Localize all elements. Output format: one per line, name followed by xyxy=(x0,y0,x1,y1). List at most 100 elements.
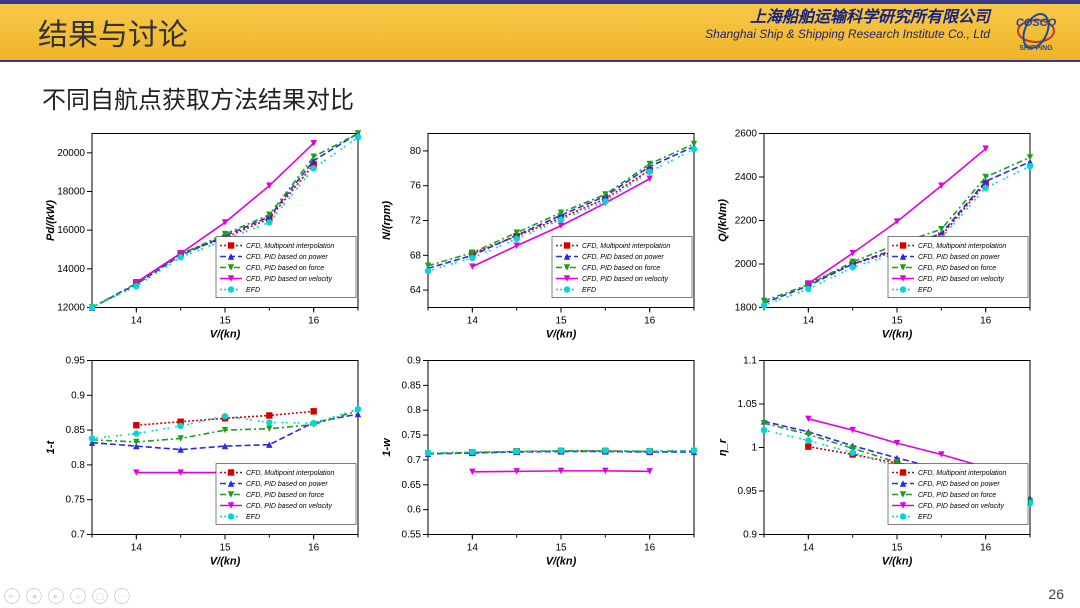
chart-pd: 1415161200014000160001800020000V/(kn)Pd/… xyxy=(40,121,368,344)
chart-etar: 1415160.90.9511.051.1V/(kn)η_rCFD, Multi… xyxy=(712,348,1040,571)
svg-text:0.95: 0.95 xyxy=(738,486,758,497)
nav-zoom-icon[interactable]: ⌕ xyxy=(70,588,86,604)
cosco-logo: COSCO SHIPPING xyxy=(1000,10,1072,52)
svg-text:14: 14 xyxy=(803,316,815,327)
nav-play-icon[interactable]: ▸ xyxy=(48,588,64,604)
svg-text:EFD: EFD xyxy=(582,287,596,294)
svg-text:EFD: EFD xyxy=(918,287,932,294)
section-subtitle: 不同自航点获取方法结果对比 xyxy=(42,80,1080,115)
chart-grid: 1415161200014000160001800020000V/(kn)Pd/… xyxy=(40,121,1040,571)
org-name-en: Shanghai Ship & Shipping Research Instit… xyxy=(705,27,990,41)
svg-text:CFD, Multipoint interpolation: CFD, Multipoint interpolation xyxy=(918,470,1006,477)
svg-text:SHIPPING: SHIPPING xyxy=(1019,45,1053,52)
svg-text:72: 72 xyxy=(410,216,422,227)
chart-1t: 14 15 16 0.7 0.75 0.8 0.85 0.9 0.95 V/(kn) 1-t CFD,… xyxy=(40,348,368,571)
svg-text:14: 14 xyxy=(803,543,815,554)
svg-text:0.8: 0.8 xyxy=(407,405,421,416)
svg-text:20000: 20000 xyxy=(57,148,85,159)
svg-text:CFD, PID based on power: CFD, PID based on power xyxy=(918,481,1000,488)
svg-text:1.05: 1.05 xyxy=(738,399,758,410)
chart-n: 1415166468727680V/(kn)N/(rpm)CFD, Multip… xyxy=(376,121,704,344)
svg-text:0.9: 0.9 xyxy=(407,356,421,367)
svg-text:16: 16 xyxy=(980,316,992,327)
page-number: 26 xyxy=(1048,586,1064,602)
svg-text:0.65: 0.65 xyxy=(402,480,422,491)
svg-text:1.1: 1.1 xyxy=(743,356,757,367)
svg-text:EFD: EFD xyxy=(246,287,260,294)
svg-text:CFD, PID based on velocity: CFD, PID based on velocity xyxy=(582,276,668,283)
nav-prev-icon[interactable]: ◂ xyxy=(26,588,42,604)
svg-text:16: 16 xyxy=(644,543,656,554)
svg-text:CFD, PID based on force: CFD, PID based on force xyxy=(918,492,996,499)
svg-text:2400: 2400 xyxy=(735,172,758,183)
svg-text:14: 14 xyxy=(467,316,479,327)
chart-q: 14151618002000220024002600V/(kn)Q/(kNm)C… xyxy=(712,121,1040,344)
svg-text:16: 16 xyxy=(308,543,320,554)
svg-text:14: 14 xyxy=(131,543,143,554)
svg-text:CFD, PID based on power: CFD, PID based on power xyxy=(582,254,664,261)
svg-text:15: 15 xyxy=(219,316,231,327)
svg-text:2200: 2200 xyxy=(735,216,758,227)
svg-text:15: 15 xyxy=(891,316,903,327)
svg-text:CFD, PID based on velocity: CFD, PID based on velocity xyxy=(246,276,332,283)
svg-text:2000: 2000 xyxy=(735,259,758,270)
svg-text:12000: 12000 xyxy=(57,303,85,314)
svg-text:1-t: 1-t xyxy=(45,439,57,454)
svg-text:V/(kn): V/(kn) xyxy=(546,329,577,341)
svg-text:80: 80 xyxy=(410,146,422,157)
svg-text:0.6: 0.6 xyxy=(407,505,421,516)
footer-nav-icons: ⇤ ◂ ▸ ⌕ ▢ ⋯ xyxy=(4,588,130,604)
org-block: 上海船舶运输科学研究所有限公司 Shanghai Ship & Shipping… xyxy=(705,8,990,42)
svg-text:0.9: 0.9 xyxy=(71,390,85,401)
svg-text:V/(kn): V/(kn) xyxy=(210,329,241,341)
nav-fit-icon[interactable]: ▢ xyxy=(92,588,108,604)
svg-text:Q/(kNm): Q/(kNm) xyxy=(717,199,729,242)
svg-text:76: 76 xyxy=(410,181,422,192)
svg-text:V/(kn): V/(kn) xyxy=(210,556,241,568)
svg-text:CFD, PID based on force: CFD, PID based on force xyxy=(918,265,996,272)
svg-text:EFD: EFD xyxy=(246,514,260,521)
svg-text:15: 15 xyxy=(891,543,903,554)
svg-text:V/(kn): V/(kn) xyxy=(882,556,913,568)
svg-text:0.75: 0.75 xyxy=(402,430,422,441)
nav-more-icon[interactable]: ⋯ xyxy=(114,588,130,604)
svg-text:16: 16 xyxy=(980,543,992,554)
svg-text:0.85: 0.85 xyxy=(66,425,86,436)
svg-text:0.95: 0.95 xyxy=(66,356,86,367)
svg-text:16000: 16000 xyxy=(57,225,85,236)
chart-1w: 1415160.550.60.650.70.750.80.850.9V/(kn)… xyxy=(376,348,704,571)
svg-text:2600: 2600 xyxy=(735,129,758,140)
svg-text:15: 15 xyxy=(555,316,567,327)
svg-text:1800: 1800 xyxy=(735,303,758,314)
svg-text:CFD, PID based on force: CFD, PID based on force xyxy=(246,265,324,272)
svg-text:N/(rpm): N/(rpm) xyxy=(381,201,393,240)
svg-text:15: 15 xyxy=(555,543,567,554)
svg-text:0.7: 0.7 xyxy=(407,455,421,466)
svg-text:V/(kn): V/(kn) xyxy=(546,556,577,568)
svg-text:CFD, PID based on power: CFD, PID based on power xyxy=(918,254,1000,261)
svg-text:CFD, Multipoint interpolation: CFD, Multipoint interpolation xyxy=(582,243,670,250)
svg-text:16: 16 xyxy=(644,316,656,327)
svg-text:0.9: 0.9 xyxy=(743,530,757,541)
svg-text:CFD, PID based on velocity: CFD, PID based on velocity xyxy=(918,276,1004,283)
svg-text:CFD, PID based on force: CFD, PID based on force xyxy=(246,492,324,499)
svg-text:CFD, PID based on power: CFD, PID based on power xyxy=(246,254,328,261)
svg-text:CFD, PID based on velocity: CFD, PID based on velocity xyxy=(246,503,332,510)
svg-text:18000: 18000 xyxy=(57,187,85,198)
svg-text:0.85: 0.85 xyxy=(402,380,422,391)
svg-text:14: 14 xyxy=(467,543,479,554)
svg-text:η_r: η_r xyxy=(717,438,729,456)
svg-text:14: 14 xyxy=(131,316,143,327)
svg-text:16: 16 xyxy=(308,316,320,327)
svg-text:CFD, PID based on force: CFD, PID based on force xyxy=(582,265,660,272)
header-bar: 结果与讨论 上海船舶运输科学研究所有限公司 Shanghai Ship & Sh… xyxy=(0,0,1080,62)
nav-first-icon[interactable]: ⇤ xyxy=(4,588,20,604)
svg-text:14000: 14000 xyxy=(57,264,85,275)
svg-text:COSCO: COSCO xyxy=(1016,17,1057,29)
svg-text:0.7: 0.7 xyxy=(71,530,85,541)
svg-text:0.8: 0.8 xyxy=(71,460,85,471)
svg-text:15: 15 xyxy=(219,543,231,554)
svg-text:68: 68 xyxy=(410,250,422,261)
svg-text:0.75: 0.75 xyxy=(66,495,86,506)
svg-text:CFD, Multipoint interpolation: CFD, Multipoint interpolation xyxy=(246,470,334,477)
